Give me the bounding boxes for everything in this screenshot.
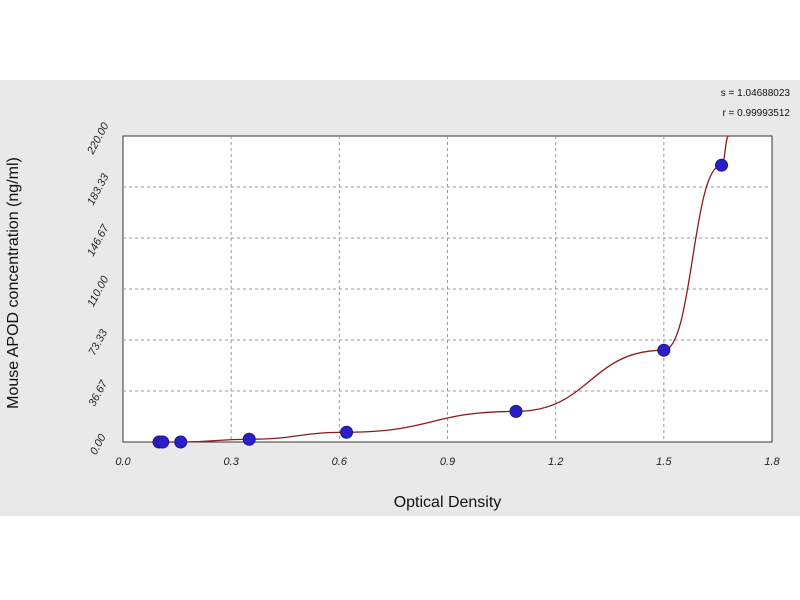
stat-r-label: r = 0.99993512 [722, 108, 790, 119]
data-point [156, 435, 170, 449]
x-tick-label: 1.5 [656, 456, 672, 468]
y-axis-ticks: 0.00 36.67 73.33 110.00 146.67 183.33 220.00 [85, 120, 112, 457]
y-tick-label: 73.33 [87, 327, 111, 358]
x-tick-label: 0.6 [332, 456, 348, 468]
data-point [657, 343, 671, 357]
data-points [152, 158, 729, 449]
y-tick-label: 146.67 [85, 222, 112, 258]
data-point [340, 425, 354, 439]
y-tick-label: 220.00 [85, 120, 112, 157]
stat-s-label: s = 1.04688023 [721, 88, 791, 99]
y-tick-label: 36.67 [87, 378, 111, 409]
y-tick-label: 0.00 [88, 432, 109, 457]
x-tick-label: 1.8 [764, 456, 780, 468]
x-tick-label: 0.9 [440, 456, 455, 468]
data-point [242, 432, 256, 446]
data-point [174, 435, 188, 449]
x-axis-ticks: 0.0 0.3 0.6 0.9 1.2 1.5 1.8 [115, 456, 780, 468]
y-tick-label: 183.33 [85, 171, 112, 207]
y-axis-title: Mouse APOD concentration (ng/ml) [5, 157, 22, 409]
x-axis-title: Optical Density [394, 494, 502, 511]
grid [123, 136, 772, 442]
y-tick-label: 110.00 [85, 274, 111, 309]
data-point [715, 158, 729, 172]
x-tick-label: 0.3 [224, 456, 240, 468]
x-tick-label: 1.2 [548, 456, 563, 468]
data-point [509, 404, 523, 418]
x-tick-label: 0.0 [115, 456, 131, 468]
